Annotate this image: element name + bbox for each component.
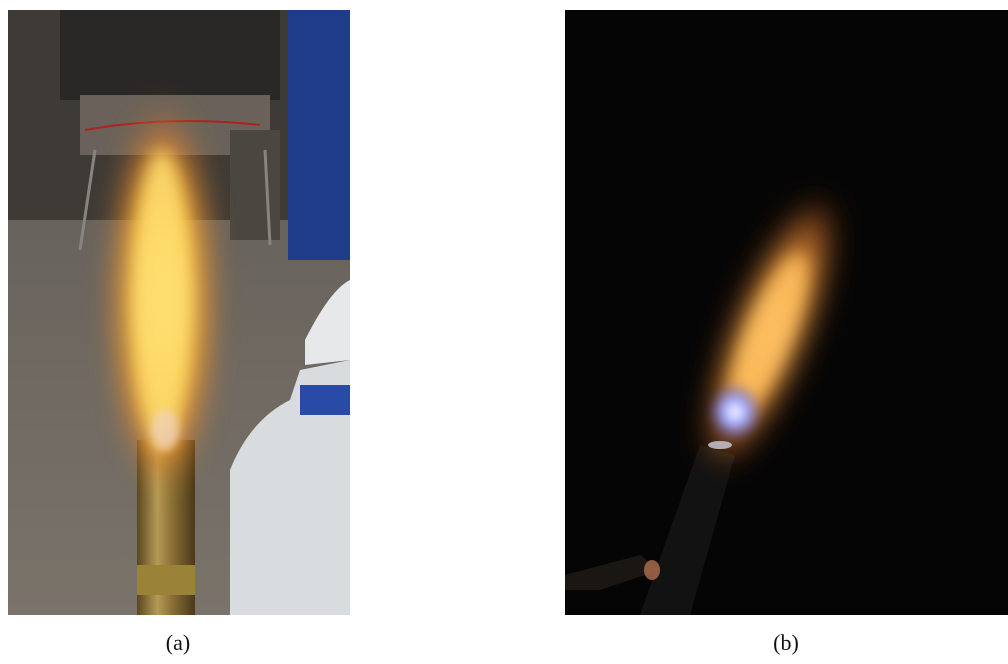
photo-a xyxy=(8,10,350,615)
figure: (a) (b) xyxy=(0,0,1008,664)
panel-label: (b) xyxy=(773,630,799,655)
photo-b xyxy=(565,10,1008,615)
panel-label: (a) xyxy=(166,630,190,655)
